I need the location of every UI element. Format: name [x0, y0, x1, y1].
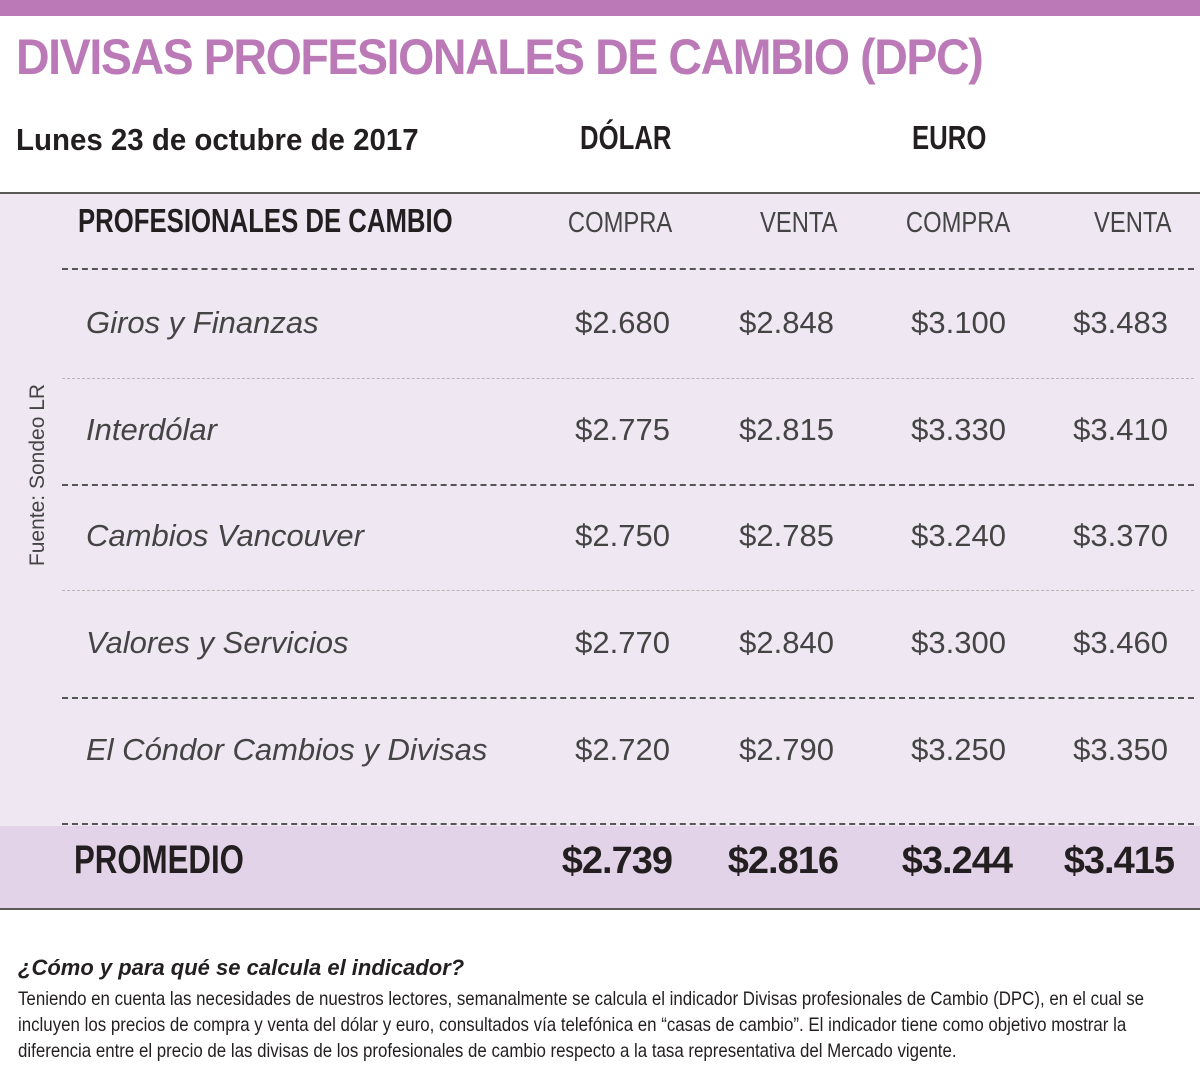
table-row: El Cóndor Cambios y Divisas $2.720 $2.79…	[0, 697, 1200, 803]
survey-date: Lunes 23 de octubre de 2017	[16, 122, 419, 157]
eur-buy-value: $3.300	[911, 625, 1006, 660]
note-body: Teniendo en cuenta las necesidades de nu…	[18, 988, 1145, 1062]
exchange-name: Interdólar	[86, 412, 217, 447]
usd-sell-value: $2.785	[739, 518, 834, 553]
usd-buy-value: $2.720	[575, 732, 670, 767]
table-bottom-rule	[0, 908, 1200, 910]
column-header-eur-sell: VENTA	[1094, 207, 1172, 239]
average-label: PROMEDIO	[74, 838, 244, 882]
row-divider	[62, 697, 1194, 699]
column-header-name: PROFESIONALES DE CAMBIO	[78, 202, 453, 239]
average-band	[0, 826, 1200, 908]
top-accent-bar	[0, 0, 1200, 16]
table-row: Cambios Vancouver $2.750 $2.785 $3.240 $…	[0, 483, 1200, 589]
usd-sell-value: $2.815	[739, 412, 834, 447]
currency-header-eur: EURO	[912, 119, 987, 156]
eur-buy-value: $3.330	[911, 412, 1006, 447]
usd-buy-value: $2.770	[575, 625, 670, 660]
table-row: Giros y Finanzas $2.680 $2.848 $3.100 $3…	[0, 270, 1200, 376]
usd-buy-value: $2.680	[575, 305, 670, 340]
average-usd-buy: $2.739	[561, 840, 673, 882]
eur-sell-value: $3.370	[1073, 518, 1168, 553]
table-row: Valores y Servicios $2.770 $2.840 $3.300…	[0, 590, 1200, 696]
column-header-usd-sell: VENTA	[760, 207, 838, 239]
eur-sell-value: $3.483	[1073, 305, 1168, 340]
row-divider	[62, 378, 1194, 379]
eur-buy-value: $3.250	[911, 732, 1006, 767]
eur-sell-value: $3.460	[1073, 625, 1168, 660]
average-usd-sell: $2.816	[727, 840, 839, 882]
usd-buy-value: $2.750	[575, 518, 670, 553]
average-eur-buy: $3.244	[901, 840, 1013, 882]
note-heading: ¿Cómo y para qué se calcula el indicador…	[18, 955, 465, 980]
usd-sell-value: $2.790	[739, 732, 834, 767]
exchange-name: El Cóndor Cambios y Divisas	[86, 732, 488, 767]
table-panel	[0, 194, 1200, 908]
usd-sell-value: $2.848	[739, 305, 834, 340]
eur-buy-value: $3.100	[911, 305, 1006, 340]
usd-sell-value: $2.840	[739, 625, 834, 660]
eur-sell-value: $3.410	[1073, 412, 1168, 447]
row-divider	[62, 268, 1194, 270]
exchange-name: Valores y Servicios	[86, 625, 349, 660]
page-title: DIVISAS PROFESIONALES DE CAMBIO (DPC)	[16, 29, 984, 85]
row-divider	[62, 484, 1194, 486]
usd-buy-value: $2.775	[575, 412, 670, 447]
average-eur-sell: $3.415	[1063, 840, 1175, 882]
exchange-name: Giros y Finanzas	[86, 305, 319, 340]
table-row: Interdólar $2.775 $2.815 $3.330 $3.410	[0, 377, 1200, 483]
eur-sell-value: $3.350	[1073, 732, 1168, 767]
column-header-usd-buy: COMPRA	[567, 207, 672, 239]
eur-buy-value: $3.240	[911, 518, 1006, 553]
currency-header-usd: DÓLAR	[580, 119, 672, 156]
row-divider	[62, 590, 1194, 591]
column-header-eur-buy: COMPRA	[905, 207, 1010, 239]
exchange-name: Cambios Vancouver	[86, 518, 364, 553]
row-divider	[62, 823, 1194, 825]
table-top-rule	[0, 192, 1200, 194]
